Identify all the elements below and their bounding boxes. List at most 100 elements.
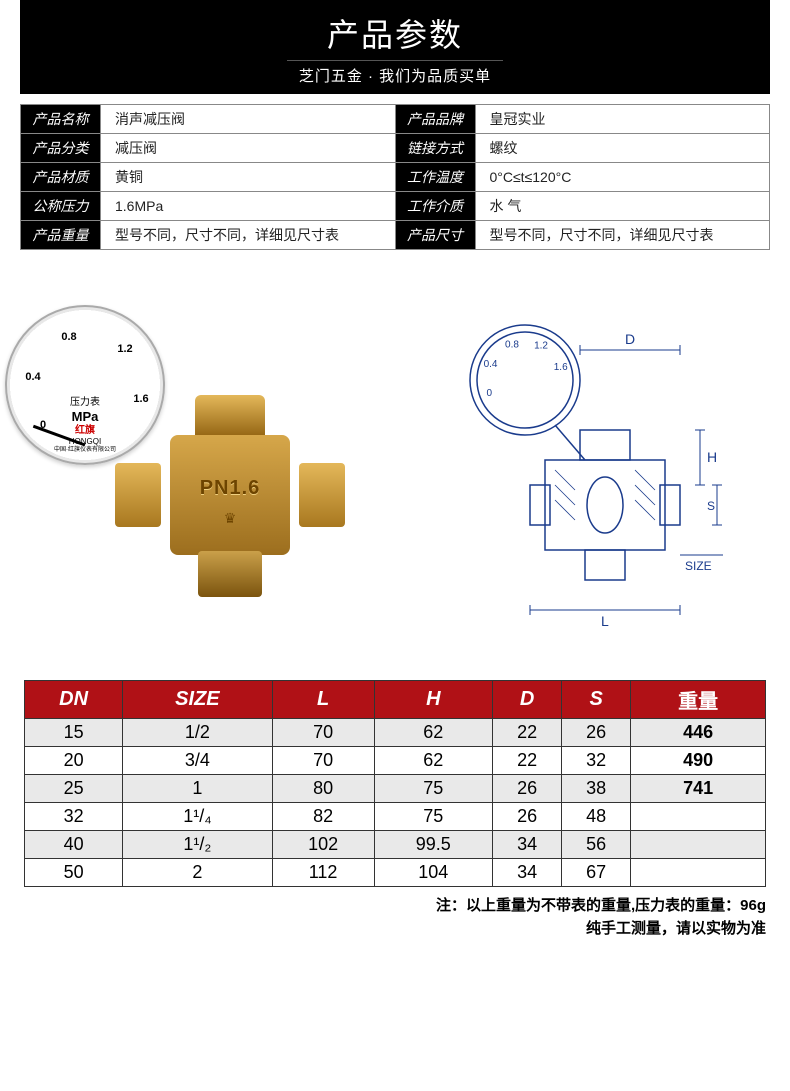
spec-value: 水 气 bbox=[475, 192, 770, 221]
size-cell: 741 bbox=[631, 775, 766, 803]
dim-label-h: H bbox=[707, 449, 717, 465]
spec-value: 减压阀 bbox=[101, 134, 396, 163]
size-cell: 20 bbox=[25, 747, 123, 775]
spec-label: 产品分类 bbox=[21, 134, 101, 163]
size-cell: 75 bbox=[374, 803, 492, 831]
size-cell: 70 bbox=[272, 747, 374, 775]
size-cell: 32 bbox=[25, 803, 123, 831]
size-cell: 70 bbox=[272, 719, 374, 747]
svg-text:1.6: 1.6 bbox=[554, 362, 568, 373]
table-row: 203/470622232490 bbox=[25, 747, 766, 775]
spec-value: 1.6MPa bbox=[101, 192, 396, 221]
size-cell bbox=[631, 803, 766, 831]
dim-label-s: S bbox=[707, 499, 715, 513]
spec-label: 产品材质 bbox=[21, 163, 101, 192]
spec-value: 型号不同，尺寸不同，详细见尺寸表 bbox=[475, 221, 770, 250]
pressure-gauge: 0 0.4 0.8 1.2 1.6 压力表 MPa 红旗 HONGQI 中国·红旗仪表有… bbox=[5, 305, 165, 465]
spec-label: 链接方式 bbox=[395, 134, 475, 163]
spec-label: 工作温度 bbox=[395, 163, 475, 192]
gauge-tick: 1.2 bbox=[117, 343, 132, 355]
size-cell: 62 bbox=[374, 747, 492, 775]
page-subtitle: 芝门五金 · 我们为品质买单 bbox=[20, 65, 770, 86]
gauge-tick: 0.4 bbox=[25, 371, 40, 383]
size-cell: 62 bbox=[374, 719, 492, 747]
table-row: 321¹/₄82752648 bbox=[25, 803, 766, 831]
size-cell: 490 bbox=[631, 747, 766, 775]
crown-icon: ♛ bbox=[224, 510, 237, 527]
spec-value: 0°C≤t≤120°C bbox=[475, 163, 770, 192]
figure-row: PN1.6 ♛ 0 0.4 0.8 1.2 1.6 压力表 MPa 红旗 HONGQI … bbox=[20, 290, 770, 650]
header-banner: 产品参数 芝门五金 · 我们为品质买单 bbox=[20, 0, 770, 94]
size-cell: 38 bbox=[562, 775, 631, 803]
size-header: DN bbox=[25, 681, 123, 719]
svg-text:0.8: 0.8 bbox=[505, 339, 519, 350]
page-title: 产品参数 bbox=[287, 10, 503, 61]
gauge-center-label: 压力表 MPa 红旗 HONGQI 中国·红旗仪表有限公司 bbox=[54, 397, 116, 453]
size-table: DNSIZELHDS重量 151/270622226446203/4706222… bbox=[24, 680, 766, 887]
svg-text:1.2: 1.2 bbox=[534, 341, 548, 352]
spec-value: 型号不同，尺寸不同，详细见尺寸表 bbox=[101, 221, 396, 250]
gauge-top-label: 压力表 bbox=[54, 397, 116, 409]
size-cell: 26 bbox=[493, 803, 562, 831]
size-cell bbox=[631, 831, 766, 859]
size-cell: 446 bbox=[631, 719, 766, 747]
size-header: 重量 bbox=[631, 681, 766, 719]
size-cell: 112 bbox=[272, 859, 374, 887]
size-cell: 34 bbox=[493, 831, 562, 859]
technical-drawing: 0 0.4 0.8 1.2 1.6 bbox=[425, 310, 725, 630]
gauge-brand-cn: 红旗 bbox=[54, 425, 116, 437]
size-cell: 56 bbox=[562, 831, 631, 859]
size-cell: 48 bbox=[562, 803, 631, 831]
size-cell: 99.5 bbox=[374, 831, 492, 859]
dim-label-l: L bbox=[601, 613, 609, 629]
gauge-tick: 1.6 bbox=[133, 393, 148, 405]
size-cell bbox=[631, 859, 766, 887]
gauge-tick: 0 bbox=[40, 419, 46, 431]
dim-label-d: D bbox=[625, 331, 635, 347]
size-cell: 40 bbox=[25, 831, 123, 859]
size-cell: 1¹/₄ bbox=[123, 803, 272, 831]
spec-label: 产品品牌 bbox=[395, 105, 475, 134]
svg-text:0: 0 bbox=[487, 388, 493, 399]
size-cell: 1/2 bbox=[123, 719, 272, 747]
svg-text:0.4: 0.4 bbox=[484, 359, 498, 370]
size-cell: 22 bbox=[493, 719, 562, 747]
table-row: 5021121043467 bbox=[25, 859, 766, 887]
gauge-origin: 中国·红旗仪表有限公司 bbox=[54, 447, 116, 454]
dim-label-size: SIZE bbox=[685, 559, 712, 573]
spec-label: 产品尺寸 bbox=[395, 221, 475, 250]
size-cell: 34 bbox=[493, 859, 562, 887]
spec-label: 产品重量 bbox=[21, 221, 101, 250]
table-row: 401¹/₂10299.53456 bbox=[25, 831, 766, 859]
size-cell: 102 bbox=[272, 831, 374, 859]
size-cell: 15 bbox=[25, 719, 123, 747]
size-cell: 50 bbox=[25, 859, 123, 887]
gauge-brand: HONGQI bbox=[54, 437, 116, 447]
spec-label: 公称压力 bbox=[21, 192, 101, 221]
size-cell: 75 bbox=[374, 775, 492, 803]
valve-marking: PN1.6 bbox=[200, 477, 261, 500]
size-cell: 82 bbox=[272, 803, 374, 831]
spec-value: 黄铜 bbox=[101, 163, 396, 192]
size-cell: 26 bbox=[562, 719, 631, 747]
gauge-unit: MPa bbox=[54, 409, 116, 425]
spec-label: 工作介质 bbox=[395, 192, 475, 221]
footnote-line2: 纯手工测量，请以实物为准 bbox=[0, 918, 766, 941]
size-cell: 2 bbox=[123, 859, 272, 887]
gauge-tick: 0.8 bbox=[61, 331, 76, 343]
product-photo: PN1.6 ♛ 00.40.81.21.6 压力表 MPa 红旗 HONGQI … bbox=[65, 345, 335, 595]
size-header: D bbox=[493, 681, 562, 719]
size-cell: 25 bbox=[25, 775, 123, 803]
size-cell: 32 bbox=[562, 747, 631, 775]
spec-value: 螺纹 bbox=[475, 134, 770, 163]
size-cell: 26 bbox=[493, 775, 562, 803]
size-header: S bbox=[562, 681, 631, 719]
spec-value: 消声减压阀 bbox=[101, 105, 396, 134]
size-cell: 80 bbox=[272, 775, 374, 803]
size-header: SIZE bbox=[123, 681, 272, 719]
size-cell: 1¹/₂ bbox=[123, 831, 272, 859]
spec-value: 皇冠实业 bbox=[475, 105, 770, 134]
size-header: L bbox=[272, 681, 374, 719]
size-cell: 3/4 bbox=[123, 747, 272, 775]
size-cell: 22 bbox=[493, 747, 562, 775]
